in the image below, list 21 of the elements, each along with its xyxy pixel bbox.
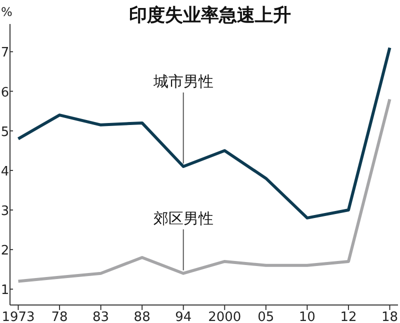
- text: 城市男性: [152, 72, 214, 90]
- y-tick-label: 5: [0, 124, 10, 140]
- x-tick-label: 18: [381, 310, 398, 323]
- x-tick-label: 94: [175, 310, 192, 323]
- x-tick-label: 05: [258, 310, 274, 323]
- x-tick-label: 2000: [208, 310, 242, 323]
- y-tick-label: 4: [0, 164, 10, 180]
- y-tick-label: 2: [0, 244, 10, 259]
- x-tick-label: 1973: [2, 310, 35, 323]
- y-tick-label: 3: [0, 204, 10, 220]
- y-tick-label: 1: [0, 283, 10, 298]
- y-tick-label: 6: [0, 85, 10, 100]
- x-tick-label: 10: [298, 310, 316, 323]
- text: 郊区男性: [153, 209, 214, 228]
- x-tick-label: 88: [134, 310, 150, 323]
- x-tick-label: 78: [51, 310, 68, 323]
- y-tick-label: 7: [0, 46, 10, 61]
- y-axis-title: %: [1, 5, 12, 19]
- chart-title: 印度失业率急速上升: [129, 5, 291, 26]
- x-tick-label: 83: [92, 310, 110, 323]
- x-tick-label: 12: [340, 310, 357, 323]
